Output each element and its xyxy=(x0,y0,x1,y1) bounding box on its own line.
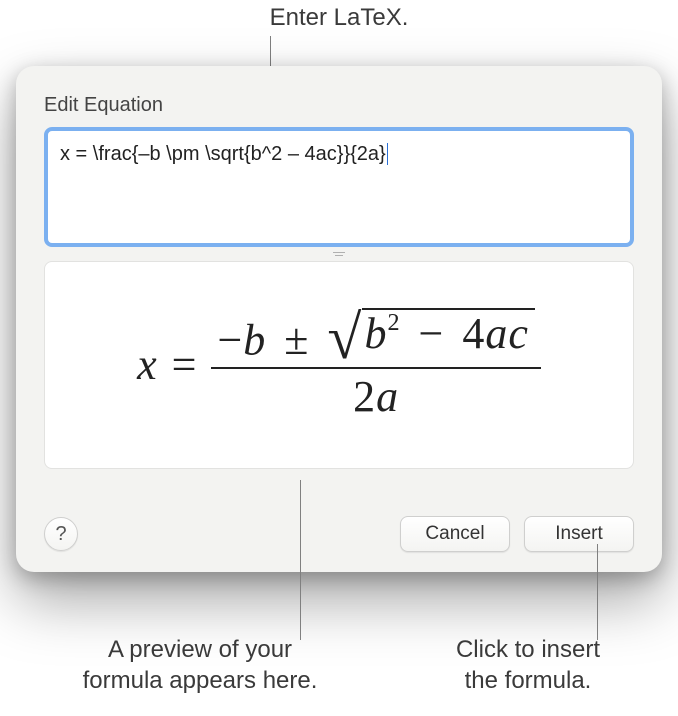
callout-line-bottom-left xyxy=(300,480,301,640)
formula-a2: a xyxy=(376,372,399,421)
cancel-button[interactable]: Cancel xyxy=(400,516,510,552)
formula-equals: = xyxy=(172,339,198,390)
formula-c: c xyxy=(508,309,529,358)
resize-handle[interactable] xyxy=(333,252,345,258)
formula-fraction: −b ± √ b2 − 4ac 2a xyxy=(211,306,540,424)
formula-lhs: x xyxy=(137,339,158,390)
insert-button[interactable]: Insert xyxy=(524,516,634,552)
formula-radicand: b2 − 4ac xyxy=(362,308,534,358)
formula-exp: 2 xyxy=(387,309,400,336)
formula-two: 2 xyxy=(353,372,376,421)
callout-insert-line2: the formula. xyxy=(408,665,648,696)
surd-icon: √ xyxy=(327,314,362,362)
rendered-formula: x = −b ± √ b2 − 4ac xyxy=(137,306,541,424)
callout-preview: A preview of your formula appears here. xyxy=(60,634,340,696)
latex-input-value: x = \frac{–b \pm \sqrt{b^2 – 4ac}}{2a} xyxy=(60,143,386,165)
callout-line-bottom-right xyxy=(597,544,598,640)
formula-four: 4 xyxy=(462,309,485,358)
formula-a1: a xyxy=(485,309,508,358)
text-cursor xyxy=(387,143,388,165)
dialog-button-row: ? Cancel Insert xyxy=(44,516,634,552)
callout-insert-line1: Click to insert xyxy=(408,634,648,665)
latex-input-container[interactable]: x = \frac{–b \pm \sqrt{b^2 – 4ac}}{2a} xyxy=(44,127,634,247)
formula-denominator: 2a xyxy=(347,369,405,424)
formula-numerator: −b ± √ b2 − 4ac xyxy=(211,306,540,367)
callout-enter-latex: Enter LaTeX. xyxy=(0,4,678,32)
formula-b1: b xyxy=(243,315,266,364)
formula-sqrt: √ b2 − 4ac xyxy=(327,308,534,358)
callout-preview-line1: A preview of your xyxy=(60,634,340,665)
formula-minus: − xyxy=(419,309,445,358)
formula-preview: x = −b ± √ b2 − 4ac xyxy=(44,261,634,469)
callout-insert: Click to insert the formula. xyxy=(408,634,648,696)
formula-pm: ± xyxy=(284,315,309,364)
formula-neg: − xyxy=(217,315,243,364)
callout-preview-line2: formula appears here. xyxy=(60,665,340,696)
latex-input[interactable]: x = \frac{–b \pm \sqrt{b^2 – 4ac}}{2a} xyxy=(60,141,618,233)
dialog-title: Edit Equation xyxy=(44,94,634,117)
formula-b2: b xyxy=(364,309,387,358)
help-button[interactable]: ? xyxy=(44,517,78,551)
equation-dialog: Edit Equation x = \frac{–b \pm \sqrt{b^2… xyxy=(16,66,662,572)
